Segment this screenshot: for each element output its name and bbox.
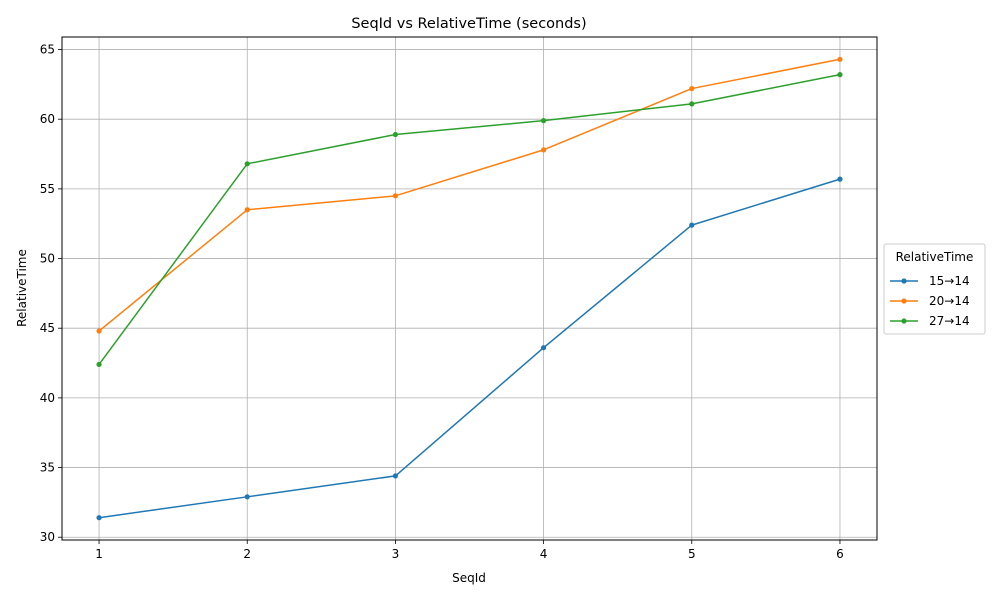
data-point	[689, 85, 695, 92]
legend-swatch-marker	[901, 278, 907, 284]
data-point	[837, 176, 843, 182]
plot-frame	[61, 36, 878, 541]
data-point	[837, 72, 843, 78]
series-line	[98, 178, 841, 519]
data-point	[244, 494, 250, 500]
series-line	[98, 73, 841, 365]
data-point	[392, 193, 399, 199]
x-tick-label: 1	[95, 547, 103, 561]
legend-entry-1: 15→14	[890, 274, 970, 288]
data-point	[540, 345, 547, 351]
legend-entries: 15→14 20→14 27→14	[890, 274, 970, 328]
data-point	[244, 207, 250, 213]
y-tick-label: 60	[40, 112, 55, 126]
legend-swatch-marker	[901, 298, 907, 304]
y-axis: 30 35 40 45 50 55 60 65	[40, 43, 62, 544]
legend: RelativeTime 15→14 20→14 27→14	[883, 243, 986, 335]
x-tick-label: 6	[836, 547, 844, 561]
legend-entry-2: 20→14	[890, 294, 970, 308]
x-tick-label: 4	[540, 547, 548, 561]
series-3	[96, 72, 843, 368]
chart-title: SeqId vs RelativeTime (seconds)	[351, 16, 586, 32]
legend-swatch-marker	[901, 318, 907, 324]
grid	[62, 37, 877, 540]
series-2	[96, 56, 843, 334]
y-axis-label: RelativeTime	[15, 249, 29, 327]
series-layer	[96, 56, 843, 521]
x-tick-label: 3	[392, 547, 400, 561]
data-point	[540, 118, 547, 124]
data-point	[689, 101, 695, 107]
x-tick-label: 5	[688, 547, 696, 561]
data-point	[244, 161, 250, 167]
y-tick-label: 55	[40, 182, 55, 196]
y-tick-label: 50	[40, 252, 55, 266]
y-tick-label: 40	[40, 391, 55, 405]
data-point	[689, 222, 695, 228]
data-point	[540, 147, 547, 153]
data-point	[392, 473, 399, 479]
legend-label: 27→14	[929, 314, 970, 328]
data-point	[96, 515, 102, 521]
series-1	[96, 176, 843, 521]
data-point	[392, 131, 399, 138]
legend-label: 20→14	[929, 294, 970, 308]
data-point	[96, 328, 102, 334]
legend-title: RelativeTime	[896, 250, 974, 264]
legend-label: 15→14	[929, 274, 970, 288]
y-tick-label: 35	[40, 461, 55, 475]
legend-entry-3: 27→14	[890, 314, 970, 328]
data-point	[96, 361, 102, 368]
x-tick-label: 2	[243, 547, 251, 561]
y-tick-label: 30	[40, 530, 55, 544]
data-point	[837, 56, 843, 62]
series-line	[98, 58, 841, 332]
legend-box	[883, 243, 986, 335]
y-tick-label: 45	[40, 321, 55, 335]
x-axis: 1 2 3 4 5 6	[95, 540, 844, 561]
y-tick-label: 65	[40, 43, 55, 57]
x-axis-label: SeqId	[452, 571, 486, 585]
